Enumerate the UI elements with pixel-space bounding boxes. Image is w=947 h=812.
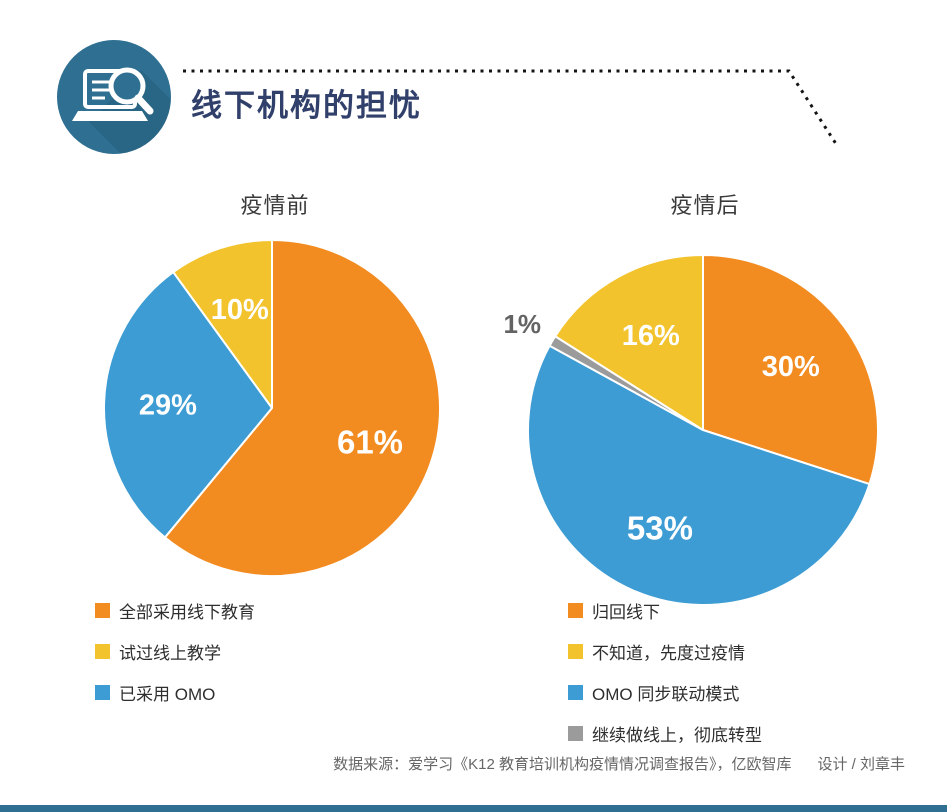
header-icon-badge <box>57 40 171 154</box>
legend-swatch <box>568 726 583 741</box>
laptop-magnifier-icon <box>72 67 154 121</box>
legend-item: 全部采用线下教育 <box>95 598 255 623</box>
pie-slice-0 <box>163 239 441 577</box>
bottom-accent-bar <box>0 805 947 812</box>
legend-swatch <box>568 603 583 618</box>
legend-label: 已采用 OMO <box>119 685 216 704</box>
slice-percent-label-2: 10% <box>211 294 269 326</box>
slice-percent-label-3: 16% <box>622 320 680 352</box>
pie-slice-1 <box>527 344 871 606</box>
legend-item: 继续做线上，彻底转型 <box>568 721 762 746</box>
slice-percent-label-1: 29% <box>139 390 197 422</box>
legend-before: 全部采用线下教育 试过线上教学 已采用 OMO <box>95 598 255 721</box>
legend-swatch <box>95 685 110 700</box>
slice-percent-label-2: 1% <box>503 309 541 339</box>
legend-swatch <box>568 644 583 659</box>
legend-label: OMO 同步联动模式 <box>592 685 740 704</box>
pie-slice-2 <box>172 239 273 409</box>
slice-percent-label-1: 53% <box>627 510 693 547</box>
legend-item: 试过线上教学 <box>95 639 255 664</box>
data-source-text: 数据来源：爱学习《K12 教育培训机构疫情情况调查报告》，亿欧智库 <box>333 756 792 773</box>
pie-chart-before: 61% 29% 10% <box>103 239 441 577</box>
legend-item: 不知道，先度过疫情 <box>568 639 762 664</box>
legend-label: 归回线下 <box>592 603 660 622</box>
legend-after: 归回线下不知道，先度过疫情 OMO 同步联动模式继续做线上，彻底转型 <box>568 598 762 762</box>
legend-label: 全部采用线下教育 <box>119 603 255 622</box>
chart-title-before: 疫情前 <box>240 193 310 218</box>
legend-label: 试过线上教学 <box>119 644 221 663</box>
legend-label: 继续做线上，彻底转型 <box>592 726 762 745</box>
slice-percent-label-0: 30% <box>762 351 820 383</box>
designer-credit-text: 设计 / 刘章丰 <box>817 756 905 773</box>
legend-item: 归回线下 <box>568 598 762 623</box>
legend-item: 已采用 OMO <box>95 680 255 705</box>
legend-item: OMO 同步联动模式 <box>568 680 762 705</box>
legend-swatch <box>95 603 110 618</box>
pie-slice-0 <box>702 254 879 486</box>
slice-percent-label-0: 61% <box>337 423 403 460</box>
pie-slice-1 <box>103 271 273 539</box>
legend-swatch <box>568 685 583 700</box>
legend-swatch <box>95 644 110 659</box>
pie-chart-after: 30% 53% 1% 16% <box>503 254 879 606</box>
page-title: 线下机构的担忧 <box>191 88 422 123</box>
footer-credit: 数据来源：爱学习《K12 教育培训机构疫情情况调查报告》，亿欧智库 设计 / 刘章… <box>0 753 905 774</box>
chart-title-after: 疫情后 <box>670 193 740 218</box>
pie-slice-3 <box>554 254 704 431</box>
legend-label: 不知道，先度过疫情 <box>592 644 745 663</box>
